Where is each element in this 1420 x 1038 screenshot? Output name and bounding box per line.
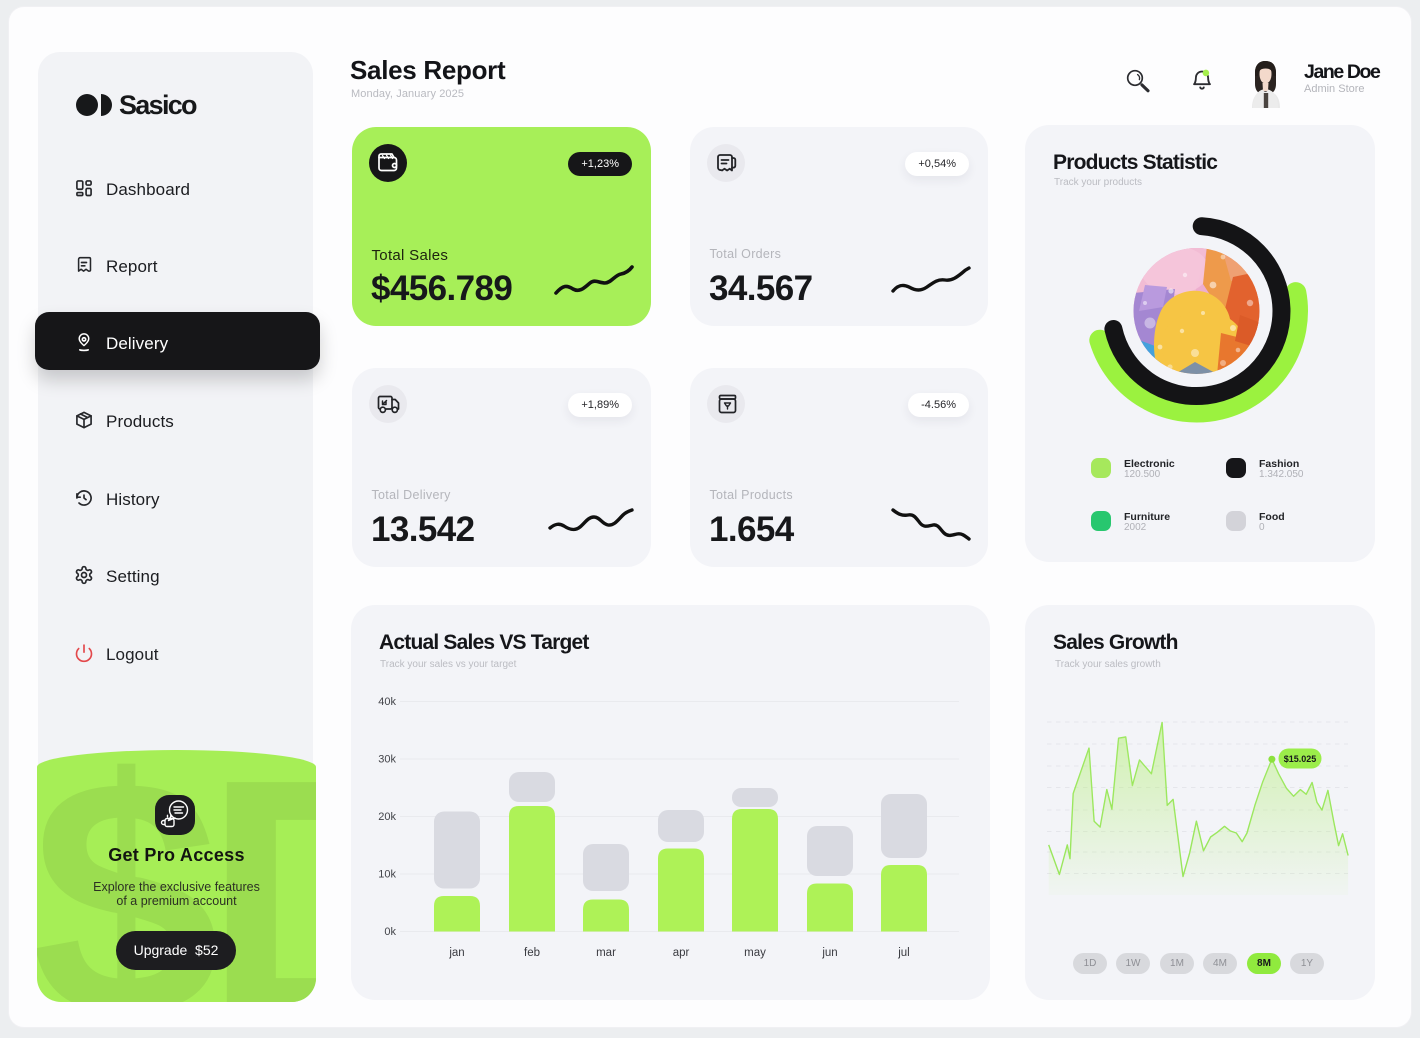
svg-text:$15.025: $15.025 <box>1284 754 1317 764</box>
svg-text:may: may <box>744 947 766 959</box>
svg-text:30k: 30k <box>378 754 396 766</box>
svg-text:jul: jul <box>897 947 910 959</box>
svg-text:10k: 10k <box>378 869 396 881</box>
svg-text:feb: feb <box>524 947 540 959</box>
svg-text:40k: 40k <box>378 696 396 708</box>
svg-text:jan: jan <box>448 947 464 959</box>
svg-text:jun: jun <box>821 947 837 959</box>
svg-text:0k: 0k <box>384 926 396 938</box>
svg-text:mar: mar <box>596 947 616 959</box>
svg-text:apr: apr <box>673 947 690 959</box>
svg-text:20k: 20k <box>378 811 396 823</box>
